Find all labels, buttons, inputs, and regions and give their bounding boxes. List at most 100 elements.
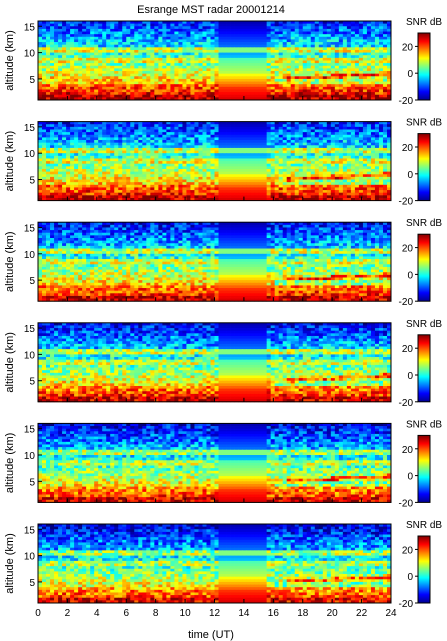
heatmap-cell xyxy=(322,65,328,69)
heatmap-cell xyxy=(90,161,95,165)
heatmap-cell xyxy=(170,21,175,25)
heatmap-cell xyxy=(354,42,360,46)
heatmap-cell xyxy=(46,49,51,53)
heatmap-cell xyxy=(70,150,75,154)
heatmap-cell xyxy=(318,23,324,27)
heatmap-cell xyxy=(126,42,131,46)
heatmap-cell xyxy=(354,132,360,136)
heatmap-cell xyxy=(234,31,239,35)
heatmap-cell xyxy=(338,179,344,183)
heatmap-cell xyxy=(238,81,243,85)
heatmap-cell xyxy=(278,153,284,157)
heatmap-cell xyxy=(374,176,380,180)
heatmap-cell xyxy=(226,26,231,30)
heatmap-cell xyxy=(182,166,187,170)
heatmap-cell xyxy=(106,142,111,146)
heatmap-cell xyxy=(226,94,231,98)
heatmap-cell xyxy=(130,158,135,162)
heatmap-cell xyxy=(306,134,312,138)
heatmap-cell xyxy=(222,49,227,53)
heatmap-cell xyxy=(286,121,292,125)
heatmap-cell xyxy=(262,134,268,138)
heatmap-cell xyxy=(370,134,376,138)
heatmap-cell xyxy=(374,161,380,165)
heatmap-cell xyxy=(266,65,272,69)
heatmap-cell xyxy=(78,86,83,90)
heatmap-cell xyxy=(142,169,147,173)
heatmap-cell xyxy=(114,132,119,136)
heatmap-cell xyxy=(382,21,388,25)
heatmap-cell xyxy=(278,126,284,130)
heatmap-cell xyxy=(170,42,175,46)
heatmap-cell xyxy=(90,171,95,175)
heatmap-cell xyxy=(382,166,388,170)
heatmap-cell xyxy=(330,142,336,146)
heatmap-cell xyxy=(314,182,320,186)
heatmap-cell xyxy=(90,153,95,157)
heatmap-cell xyxy=(54,31,59,35)
heatmap-cell xyxy=(262,121,268,125)
heatmap-cell xyxy=(346,187,352,191)
heatmap-cell xyxy=(202,47,207,51)
heatmap-cell xyxy=(210,92,215,96)
heatmap-cell xyxy=(210,26,215,30)
heatmap-cell xyxy=(322,84,328,88)
heatmap-cell xyxy=(322,55,328,59)
heatmap-cell xyxy=(298,42,304,46)
heatmap-cell xyxy=(162,176,167,180)
heatmap-cell xyxy=(98,23,103,27)
heatmap-cell xyxy=(74,129,79,133)
heatmap-cell xyxy=(166,140,171,144)
heatmap-cell xyxy=(50,44,55,48)
heatmap-cell xyxy=(118,57,123,61)
heatmap-cell xyxy=(250,134,256,138)
heatmap-cell xyxy=(82,137,87,141)
heatmap-cell xyxy=(382,94,388,98)
heatmap-cell xyxy=(134,39,139,43)
heatmap-cell xyxy=(82,145,87,149)
heatmap-cell xyxy=(254,121,260,125)
heatmap-cell xyxy=(62,28,67,32)
heatmap-cell xyxy=(66,47,71,51)
heatmap-cell xyxy=(126,92,131,96)
heatmap-cell xyxy=(98,68,103,72)
heatmap-cell xyxy=(122,137,127,141)
heatmap-cell xyxy=(274,134,280,138)
heatmap-cell xyxy=(366,126,372,130)
heatmap-cell xyxy=(82,63,87,67)
heatmap-cell xyxy=(330,145,336,149)
heatmap-cell xyxy=(386,155,392,159)
heatmap-cell xyxy=(258,92,264,96)
heatmap-cell xyxy=(146,39,151,43)
heatmap-cell xyxy=(310,150,316,154)
heatmap-cell xyxy=(246,182,251,186)
heatmap-cell xyxy=(46,94,51,98)
heatmap-cell xyxy=(158,158,163,162)
heatmap-cell xyxy=(238,140,243,144)
heatmap-cell xyxy=(250,124,256,128)
heatmap-cell xyxy=(226,134,231,138)
heatmap-cell xyxy=(154,57,159,61)
heatmap-cell xyxy=(382,126,388,130)
heatmap-cell xyxy=(338,39,344,43)
heatmap-cell xyxy=(130,92,135,96)
heatmap-cell xyxy=(70,26,75,30)
heatmap-cell xyxy=(198,68,203,72)
heatmap-cell xyxy=(326,68,332,72)
heatmap-cell xyxy=(350,47,356,51)
heatmap-cell xyxy=(58,63,63,67)
heatmap-cell xyxy=(254,137,260,141)
heatmap-cell xyxy=(54,187,59,191)
heatmap-cell xyxy=(282,150,288,154)
heatmap-cell xyxy=(366,161,372,165)
heatmap-cell xyxy=(46,71,51,75)
heatmap-cell xyxy=(118,176,123,180)
heatmap-cell xyxy=(358,78,364,82)
heatmap-cell xyxy=(298,31,304,35)
heatmap-cell xyxy=(42,126,47,130)
heatmap-cell xyxy=(214,76,219,80)
heatmap-cell xyxy=(166,129,171,133)
heatmap-cell xyxy=(306,21,312,25)
heatmap-cell xyxy=(318,28,324,32)
heatmap-cell xyxy=(62,94,67,98)
